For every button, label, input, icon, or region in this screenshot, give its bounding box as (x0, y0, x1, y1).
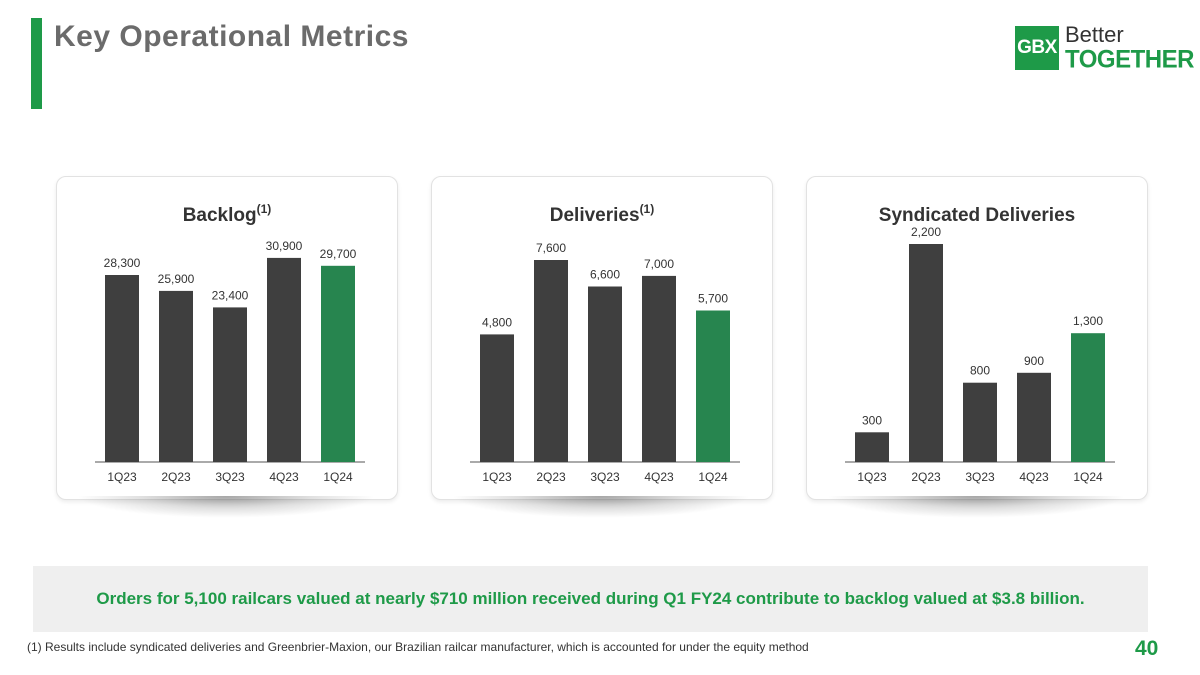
data-label: 7,600 (536, 241, 566, 255)
deliveries-card-shadow (451, 496, 751, 518)
x-tick-label: 3Q23 (965, 470, 995, 484)
data-label: 6,600 (590, 268, 620, 282)
syndicated-deliveries-chart-card: Syndicated Deliveries 300 1Q23 2,200 2Q23 80… (806, 176, 1148, 500)
syndicated-deliveries-chart: Syndicated Deliveries 300 1Q23 2,200 2Q23 80… (845, 205, 1115, 484)
footnote: (1) Results include syndicated deliverie… (27, 640, 809, 654)
data-label: 900 (1024, 354, 1044, 368)
bar-1q24 (1071, 333, 1105, 462)
x-tick-label: 2Q23 (536, 470, 566, 484)
chart-title-main: Backlog (183, 205, 257, 226)
bar-1q23 (855, 432, 889, 462)
data-label: 2,200 (911, 225, 941, 239)
chart-title-superscript: (1) (257, 202, 272, 216)
bar-3q23 (588, 286, 622, 462)
bar-4q23 (267, 257, 301, 462)
bar-2q23 (909, 244, 943, 462)
bar-3q23 (213, 307, 247, 462)
bar-4q23 (642, 275, 676, 462)
chart-title-main: Deliveries (550, 205, 640, 226)
x-tick-label: 4Q23 (1019, 470, 1049, 484)
bar-3q23 (963, 382, 997, 462)
x-tick-label: 3Q23 (215, 470, 245, 484)
data-label: 800 (970, 364, 990, 378)
x-tick-label: 3Q23 (590, 470, 620, 484)
x-tick-label: 4Q23 (269, 470, 299, 484)
deliveries-chart-card: Deliveries(1) 4,800 1Q23 7,600 2Q23 6,600 3Q2… (431, 176, 773, 500)
company-logo: GBX Better TOGETHER (1015, 22, 1194, 74)
data-label: 1,300 (1073, 314, 1103, 328)
summary-text: Orders for 5,100 railcars valued at near… (96, 589, 1085, 608)
data-label: 5,700 (698, 292, 728, 306)
data-label: 25,900 (158, 272, 195, 286)
x-tick-label: 2Q23 (911, 470, 941, 484)
x-tick-label: 1Q24 (1073, 470, 1103, 484)
x-tick-label: 1Q23 (107, 470, 137, 484)
syndicated-card-shadow (826, 496, 1126, 518)
data-label: 7,000 (644, 257, 674, 271)
data-label: 23,400 (212, 288, 249, 302)
data-label: 300 (862, 413, 882, 427)
bar-1q24 (321, 265, 355, 462)
chart-title: Syndicated Deliveries (879, 205, 1075, 226)
bar-1q23 (105, 275, 139, 462)
page-title: Key Operational Metrics (54, 20, 409, 53)
chart-title-superscript: (1) (640, 202, 655, 216)
chart-title: Backlog(1) (183, 202, 272, 226)
bar-4q23 (1017, 372, 1051, 462)
title-accent-bar (31, 18, 42, 109)
backlog-chart-card: Backlog(1) 28,300 1Q23 25,900 2Q23 23,400 3Q2… (56, 176, 398, 500)
backlog-chart: Backlog(1) 28,300 1Q23 25,900 2Q23 23,400 3Q2… (95, 202, 365, 484)
x-tick-label: 4Q23 (644, 470, 674, 484)
data-label: 30,900 (266, 239, 303, 253)
chart-title-main: Syndicated Deliveries (879, 205, 1075, 226)
x-tick-label: 1Q23 (482, 470, 512, 484)
logo-tagline-better: Better (1065, 22, 1124, 47)
bar-1q24 (696, 310, 730, 462)
x-tick-label: 1Q24 (323, 470, 353, 484)
data-label: 28,300 (104, 256, 141, 270)
data-label: 4,800 (482, 315, 512, 329)
summary-callout: Orders for 5,100 railcars valued at near… (33, 566, 1148, 632)
logo-tagline-together: TOGETHER (1065, 45, 1194, 74)
x-tick-label: 2Q23 (161, 470, 191, 484)
data-label: 29,700 (320, 247, 357, 261)
x-tick-label: 1Q24 (698, 470, 728, 484)
deliveries-chart: Deliveries(1) 4,800 1Q23 7,600 2Q23 6,600 3Q2… (470, 202, 740, 484)
bar-2q23 (534, 260, 568, 462)
logo-mark: GBX (1015, 26, 1059, 70)
backlog-card-shadow (76, 496, 376, 518)
chart-title: Deliveries(1) (550, 202, 654, 226)
page-number: 40 (1135, 637, 1159, 660)
bar-1q23 (480, 334, 514, 462)
bar-2q23 (159, 290, 193, 462)
x-tick-label: 1Q23 (857, 470, 887, 484)
